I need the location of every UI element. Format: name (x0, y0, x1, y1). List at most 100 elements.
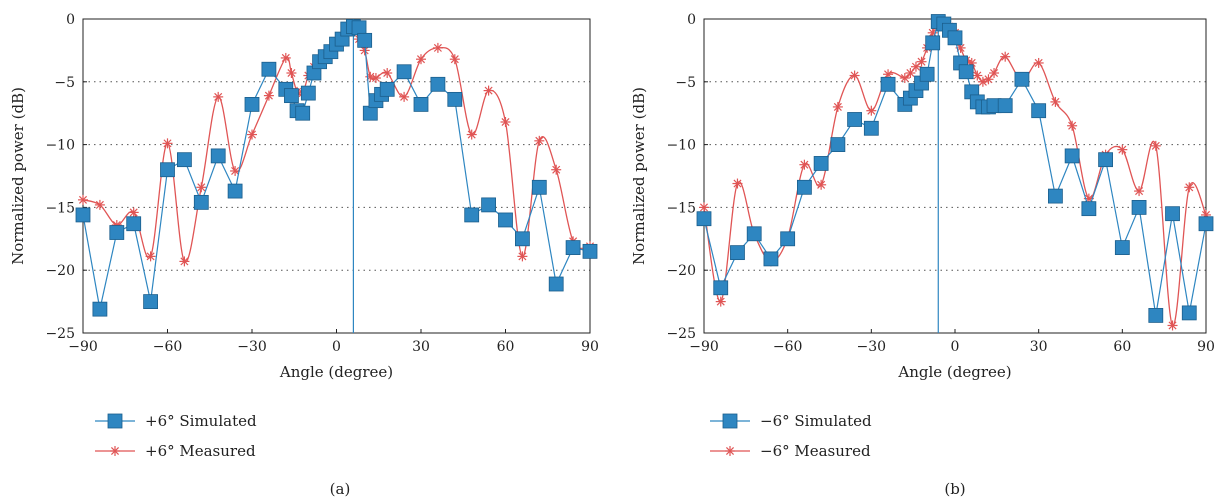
simulated-point (997, 98, 1013, 114)
measured-point (699, 202, 709, 213)
legend-label-simulated: +6° Simulated (145, 412, 257, 430)
simulated-point (160, 162, 175, 178)
measured-point (534, 135, 545, 146)
simulated-point (1014, 71, 1030, 87)
simulated-point (830, 137, 846, 153)
simulated-point (746, 226, 762, 242)
simulated-point (947, 30, 963, 46)
simulated-point (351, 20, 367, 36)
measured-point (162, 138, 173, 149)
simulated-point (565, 240, 581, 255)
simulated-point (925, 35, 941, 51)
measured-point (128, 207, 139, 218)
simulated-point (1131, 199, 1147, 215)
y-tick-label: −15 (666, 200, 696, 216)
x-tick-label: 30 (412, 339, 430, 355)
y-tick-label: −10 (45, 138, 75, 154)
y-tick-label: −5 (54, 75, 75, 91)
x-tick-label: 0 (332, 339, 341, 355)
y-axis-title: Normalized power (dB) (630, 87, 648, 265)
simulated-point (357, 32, 373, 48)
measured-point (1117, 144, 1128, 155)
panel-caption: (b) (944, 480, 965, 498)
measured-point (1167, 320, 1178, 331)
measured-point (263, 90, 274, 101)
x-tick-label: −60 (153, 339, 183, 355)
simulated-point (300, 85, 316, 101)
measured-point (551, 164, 562, 175)
measured-point (866, 105, 877, 116)
measured-point (715, 296, 726, 307)
chart-panel-b: −90 −60 −30 0 30 60 90 0 −5 −10 −15 −20 −25 Angle (de… (630, 12, 1215, 498)
simulated-point (958, 64, 974, 80)
simulated-point (227, 183, 243, 199)
measured-point (916, 56, 927, 67)
measured-point (370, 73, 381, 84)
simulated-point (880, 76, 896, 92)
measured-point (466, 129, 477, 140)
simulated-point (847, 112, 862, 127)
y-tick-label: 0 (66, 12, 75, 28)
legend-label-measured: +6° Measured (145, 442, 256, 460)
simulated-point (1198, 216, 1214, 232)
simulated-point (109, 225, 125, 240)
simulated-point (362, 105, 378, 121)
measured-point (286, 68, 297, 79)
simulated-point (813, 156, 829, 171)
legend-marker-simulated (107, 413, 123, 429)
y-tick-label: 0 (687, 12, 696, 28)
measured-point (483, 85, 494, 96)
measured-point (416, 54, 426, 65)
x-tick-label: 60 (1113, 339, 1131, 355)
measured-point (799, 159, 810, 170)
simulated-point (261, 61, 277, 77)
simulated-point (295, 105, 311, 121)
x-axis-title: Angle (degree) (279, 363, 393, 381)
measured-point (179, 256, 190, 267)
simulated-series-line (82, 25, 591, 310)
measured-point (382, 68, 393, 79)
measured-point (399, 91, 410, 102)
x-tick-label: −60 (773, 339, 803, 355)
simulated-point (1181, 305, 1197, 321)
measured-point (359, 45, 370, 56)
simulated-point (244, 97, 260, 112)
y-tick-label: −25 (45, 326, 75, 342)
measured-point (832, 101, 843, 112)
legend: −6° Simulated −6° Measured (710, 412, 872, 460)
measured-point (196, 182, 207, 193)
legend: +6° Simulated +6° Measured (95, 412, 257, 460)
measured-point (989, 68, 1000, 79)
x-tick-label: −90 (689, 339, 719, 355)
y-tick-label: −25 (666, 326, 696, 342)
simulated-point (863, 120, 879, 136)
simulated-point (126, 216, 142, 232)
measured-point (1184, 182, 1195, 193)
measured-series-line (82, 24, 591, 263)
x-tick-label: 90 (581, 339, 599, 355)
legend-marker-measured (725, 446, 735, 456)
measured-point (816, 179, 827, 190)
simulated-point (75, 207, 91, 223)
measured-point (449, 54, 460, 65)
simulated-point (1114, 240, 1130, 255)
y-tick-label: −5 (675, 75, 696, 91)
simulated-point (413, 97, 429, 112)
simulated-point (1031, 103, 1047, 119)
simulated-point (1081, 201, 1097, 217)
y-axis-title: Normalized power (dB) (9, 87, 27, 265)
measured-point (247, 129, 257, 140)
measured-point (1050, 96, 1061, 107)
x-tick-label: −30 (237, 339, 267, 355)
plot-frame (82, 18, 591, 334)
measured-point (280, 52, 291, 63)
measured-point (732, 178, 743, 189)
measured-point (1150, 140, 1161, 151)
simulated-point (780, 231, 796, 247)
simulated-point (1048, 188, 1063, 204)
x-tick-label: 60 (497, 339, 515, 355)
simulated-point (379, 81, 395, 97)
measured-point (78, 194, 88, 205)
simulated-point (1064, 148, 1080, 164)
